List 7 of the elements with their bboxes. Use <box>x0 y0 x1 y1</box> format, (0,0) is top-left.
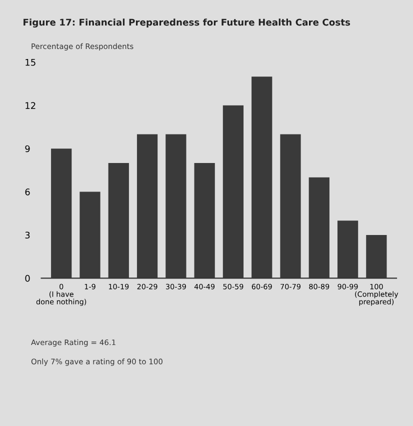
y-tick-label: 0 <box>25 274 30 282</box>
chart-title: Figure 17: Financial Preparedness for Future Health Care Costs <box>24 18 350 28</box>
y-tick-label: 15 <box>26 59 36 66</box>
y-tick-label: 9 <box>25 145 30 152</box>
y-tick-label: 12 <box>26 102 36 109</box>
y-tick-label: 3 <box>25 232 30 239</box>
y-tick-label: 6 <box>25 188 30 196</box>
